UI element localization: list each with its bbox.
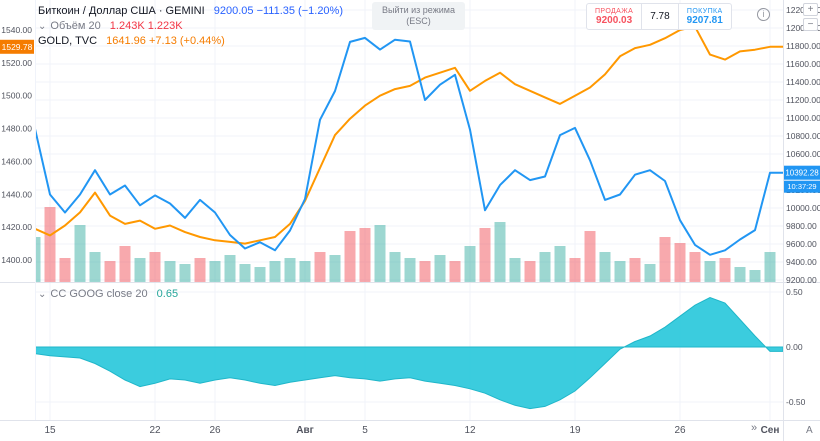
exit-button-label: Выйти из режима [382, 5, 455, 15]
svg-text:1520.00: 1520.00 [1, 58, 32, 68]
svg-text:1400.00: 1400.00 [1, 255, 32, 265]
svg-text:1440.00: 1440.00 [1, 189, 32, 199]
symbol-title[interactable]: Биткоин / Доллар США · GEMINI [38, 5, 205, 17]
gold-legend-row: GOLD, TVC 1641.96 +7.13 (+0.44%) [38, 34, 343, 49]
buy-sell-widget: ПРОДАЖА 9200.03 7.78 ПОКУПКА 9207.81 [586, 3, 732, 30]
svg-text:15: 15 [44, 425, 56, 436]
info-icon[interactable]: i [757, 8, 770, 21]
gold-change: +7.13 (+0.44%) [148, 35, 225, 47]
chevron-down-icon[interactable]: ⌄ [38, 289, 47, 300]
price-change: −111.35 (−1.20%) [256, 5, 343, 17]
svg-text:0.00: 0.00 [786, 342, 803, 352]
volume-value: 1.243K [109, 20, 145, 32]
buy-label: ПОКУПКА [686, 7, 723, 15]
svg-text:5: 5 [362, 425, 368, 436]
gold-price: 1641.96 [106, 35, 146, 47]
svg-text:11000.00: 11000.00 [786, 113, 820, 123]
svg-text:11400.00: 11400.00 [786, 77, 820, 87]
symbol-legend-row: Биткоин / Доллар США · GEMINI 9200.05 −1… [38, 4, 343, 19]
buy-price: 9207.81 [686, 14, 723, 26]
spread-value: 7.78 [650, 11, 670, 22]
svg-text:10000.00: 10000.00 [786, 203, 820, 213]
svg-text:Авг: Авг [296, 425, 314, 436]
svg-text:1480.00: 1480.00 [1, 124, 32, 134]
svg-text:26: 26 [674, 425, 686, 436]
svg-text:-0.50: -0.50 [786, 397, 806, 407]
svg-text:10392.28: 10392.28 [785, 169, 819, 178]
volume-ma-value: 1.223K [147, 20, 183, 32]
svg-text:10600.00: 10600.00 [786, 149, 820, 159]
sell-button[interactable]: ПРОДАЖА 9200.03 [587, 4, 641, 29]
sell-label: ПРОДАЖА [595, 7, 634, 15]
volume-legend-row: ⌄ Объём 20 1.243K 1.223K [38, 19, 343, 34]
svg-text:1420.00: 1420.00 [1, 222, 32, 232]
gold-symbol-label[interactable]: GOLD, TVC [38, 35, 98, 47]
svg-text:9200.00: 9200.00 [786, 275, 817, 285]
svg-text:11800.00: 11800.00 [786, 41, 820, 51]
svg-text:19: 19 [569, 425, 581, 436]
svg-text:0.50: 0.50 [786, 287, 803, 297]
svg-text:11600.00: 11600.00 [786, 59, 820, 69]
cc-indicator-legend: ⌄ CC GOOG close 20 0.65 [38, 288, 178, 300]
zoom-out-button[interactable]: − [803, 18, 818, 31]
svg-text:9800.00: 9800.00 [786, 221, 817, 231]
svg-text:12: 12 [464, 425, 476, 436]
scroll-to-realtime-button[interactable]: » [751, 422, 758, 434]
spread-cell: 7.78 [641, 4, 677, 29]
cc-indicator-label[interactable]: CC GOOG close 20 [50, 288, 148, 300]
svg-text:10800.00: 10800.00 [786, 131, 820, 141]
svg-text:11200.00: 11200.00 [786, 95, 820, 105]
svg-text:10:37:29: 10:37:29 [787, 182, 816, 191]
buy-button[interactable]: ПОКУПКА 9207.81 [677, 4, 731, 29]
svg-text:9400.00: 9400.00 [786, 257, 817, 267]
main-legend: Биткоин / Доллар США · GEMINI 9200.05 −1… [38, 4, 343, 49]
exit-button-shortcut: (ESC) [406, 16, 431, 26]
svg-text:1460.00: 1460.00 [1, 156, 32, 166]
svg-text:1540.00: 1540.00 [1, 25, 32, 35]
volume-indicator-label[interactable]: Объём 20 [50, 20, 101, 32]
last-price: 9200.05 [213, 5, 254, 17]
svg-text:22: 22 [149, 425, 161, 436]
chevron-down-icon[interactable]: ⌄ [38, 21, 47, 32]
cc-indicator-value: 0.65 [156, 288, 179, 300]
zoom-controls: + − [803, 3, 818, 31]
svg-text:26: 26 [209, 425, 221, 436]
svg-text:1529.78: 1529.78 [2, 42, 33, 52]
zoom-in-button[interactable]: + [803, 3, 818, 16]
svg-text:1500.00: 1500.00 [1, 91, 32, 101]
sell-price: 9200.03 [596, 14, 633, 26]
svg-text:9600.00: 9600.00 [786, 239, 817, 249]
svg-text:Сен: Сен [761, 425, 780, 436]
exit-fullscreen-button[interactable]: Выйти из режима (ESC) [372, 2, 465, 30]
corner-label: A [806, 425, 813, 436]
